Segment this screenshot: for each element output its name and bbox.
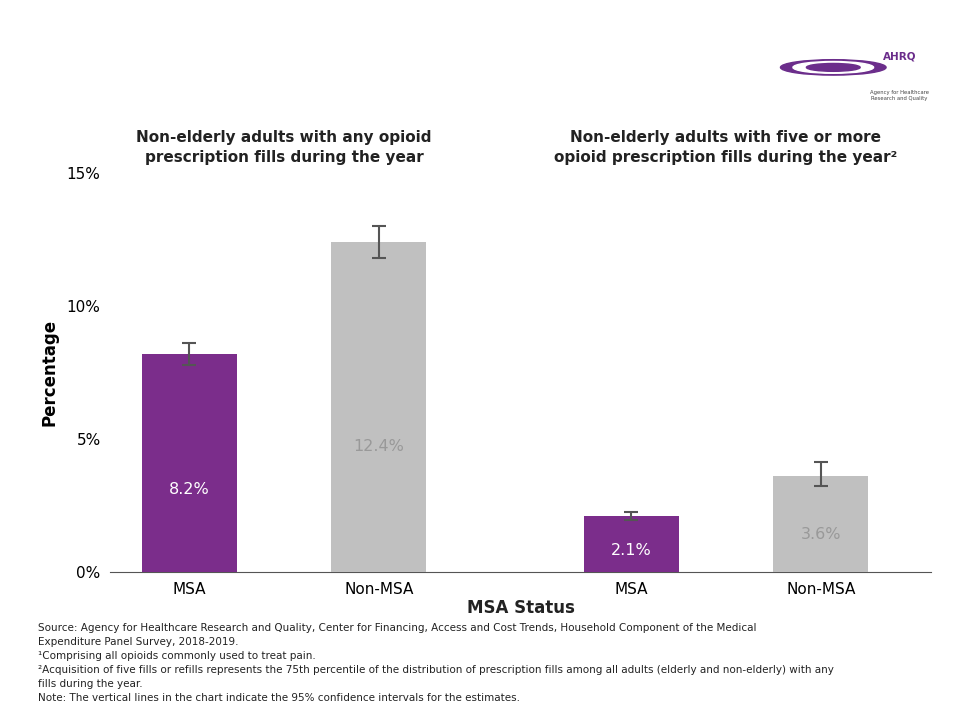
Text: 2.1%: 2.1% bbox=[611, 543, 652, 557]
Bar bbox=[584, 516, 679, 572]
Bar bbox=[331, 242, 426, 572]
Text: 8.2%: 8.2% bbox=[169, 482, 209, 497]
Text: Figure 7: Average annual percentages of non-elderly adults
who filled outpatient: Figure 7: Average annual percentages of … bbox=[122, 31, 761, 104]
Circle shape bbox=[793, 61, 874, 73]
Text: AHRQ: AHRQ bbox=[883, 51, 916, 61]
Text: Non-elderly adults with five or more
opioid prescription fills during the year²: Non-elderly adults with five or more opi… bbox=[554, 130, 898, 165]
Bar bbox=[142, 354, 237, 572]
Text: 3.6%: 3.6% bbox=[801, 526, 841, 541]
Text: 12.4%: 12.4% bbox=[353, 439, 404, 454]
Text: MSA Status: MSA Status bbox=[467, 599, 575, 618]
Text: Non-elderly adults with any opioid
prescription fills during the year: Non-elderly adults with any opioid presc… bbox=[136, 130, 432, 165]
Circle shape bbox=[780, 60, 886, 75]
Circle shape bbox=[806, 63, 860, 71]
Bar bbox=[774, 477, 868, 572]
Text: Source: Agency for Healthcare Research and Quality, Center for Financing, Access: Source: Agency for Healthcare Research a… bbox=[38, 623, 834, 703]
Y-axis label: Percentage: Percentage bbox=[40, 319, 59, 426]
Text: Agency for Healthcare
Research and Quality: Agency for Healthcare Research and Quali… bbox=[870, 90, 929, 101]
FancyBboxPatch shape bbox=[792, 9, 960, 132]
